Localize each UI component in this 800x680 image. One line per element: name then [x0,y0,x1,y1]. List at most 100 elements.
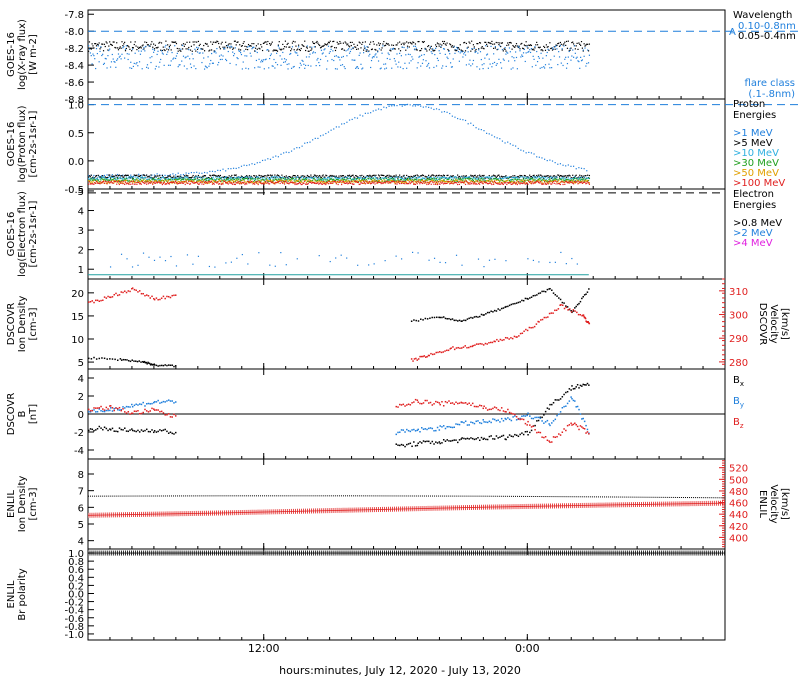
data-point [90,178,92,180]
data-point [328,176,330,178]
data-point [135,181,137,183]
data-point [88,429,90,432]
data-point [464,182,466,184]
data-point [208,50,210,52]
data-point [124,41,126,43]
data-point [271,65,273,67]
data-point [88,175,90,177]
data-point [119,177,121,179]
data-point [502,50,504,52]
data-point [321,175,323,177]
data-point [208,65,210,67]
data-point [585,175,587,177]
data-point [420,180,422,182]
data-point [243,180,245,182]
data-point [257,177,259,179]
data-point [131,48,134,50]
data-point [460,179,462,181]
data-point [255,45,258,47]
data-point [332,179,334,181]
data-point [496,338,498,341]
data-point [246,177,248,180]
data-point [94,177,96,179]
data-point [460,181,462,183]
data-point [497,179,499,181]
data-point [100,179,102,181]
data-point [132,175,135,178]
data-point [138,47,140,50]
data-point [404,181,406,184]
data-point [370,180,373,183]
data-point [325,183,327,186]
data-point [119,175,121,177]
data-point [477,316,479,318]
data-point [148,175,150,177]
data-point [109,43,112,45]
data-point [236,176,238,178]
data-point [122,183,124,185]
data-point [508,179,511,182]
data-point [493,180,496,183]
data-point [514,178,516,180]
data-point [421,179,424,182]
data-point [515,177,517,179]
data-point [154,44,156,46]
data-point [486,54,488,56]
data-point [449,183,451,185]
data-point [164,364,166,366]
data-point [132,178,135,180]
data-point [242,61,244,63]
data-point [262,182,265,184]
data-point [207,181,209,183]
data-point [434,178,436,180]
data-point [530,327,532,329]
data-point [413,358,416,360]
data-point [156,179,158,181]
data-point [137,291,139,293]
data-point [486,438,489,441]
data-point [116,178,119,180]
data-point [222,180,224,182]
data-point [426,183,428,186]
data-point [503,182,505,184]
data-point [239,183,241,185]
data-point [449,180,452,182]
data-point [436,442,439,444]
data-point [88,183,90,185]
data-point [349,176,352,178]
data-point [469,59,471,61]
data-point [261,175,263,177]
data-point [246,183,248,185]
data-point [167,179,169,181]
legend-entry: Bz [733,417,744,430]
data-point [193,180,195,182]
data-point [182,177,185,179]
data-point [289,53,291,55]
data-point [101,182,103,184]
data-point [579,300,582,303]
data-point [103,178,106,180]
data-point [229,62,231,65]
data-point [265,58,267,60]
data-point [389,58,391,60]
data-point [92,53,94,55]
data-point [153,178,155,180]
data-point [433,316,436,319]
data-point [404,62,406,64]
data-point [375,53,377,55]
data-point [157,181,159,183]
data-point [139,46,142,48]
data-point [204,65,207,67]
data-point [124,175,126,177]
data-point [443,48,446,50]
data-point [245,175,247,178]
data-point [214,266,216,268]
data-point [420,105,422,107]
data-point [266,175,268,177]
data-point [131,181,134,183]
data-point [297,182,300,185]
data-point [388,44,390,46]
data-point [295,178,297,181]
